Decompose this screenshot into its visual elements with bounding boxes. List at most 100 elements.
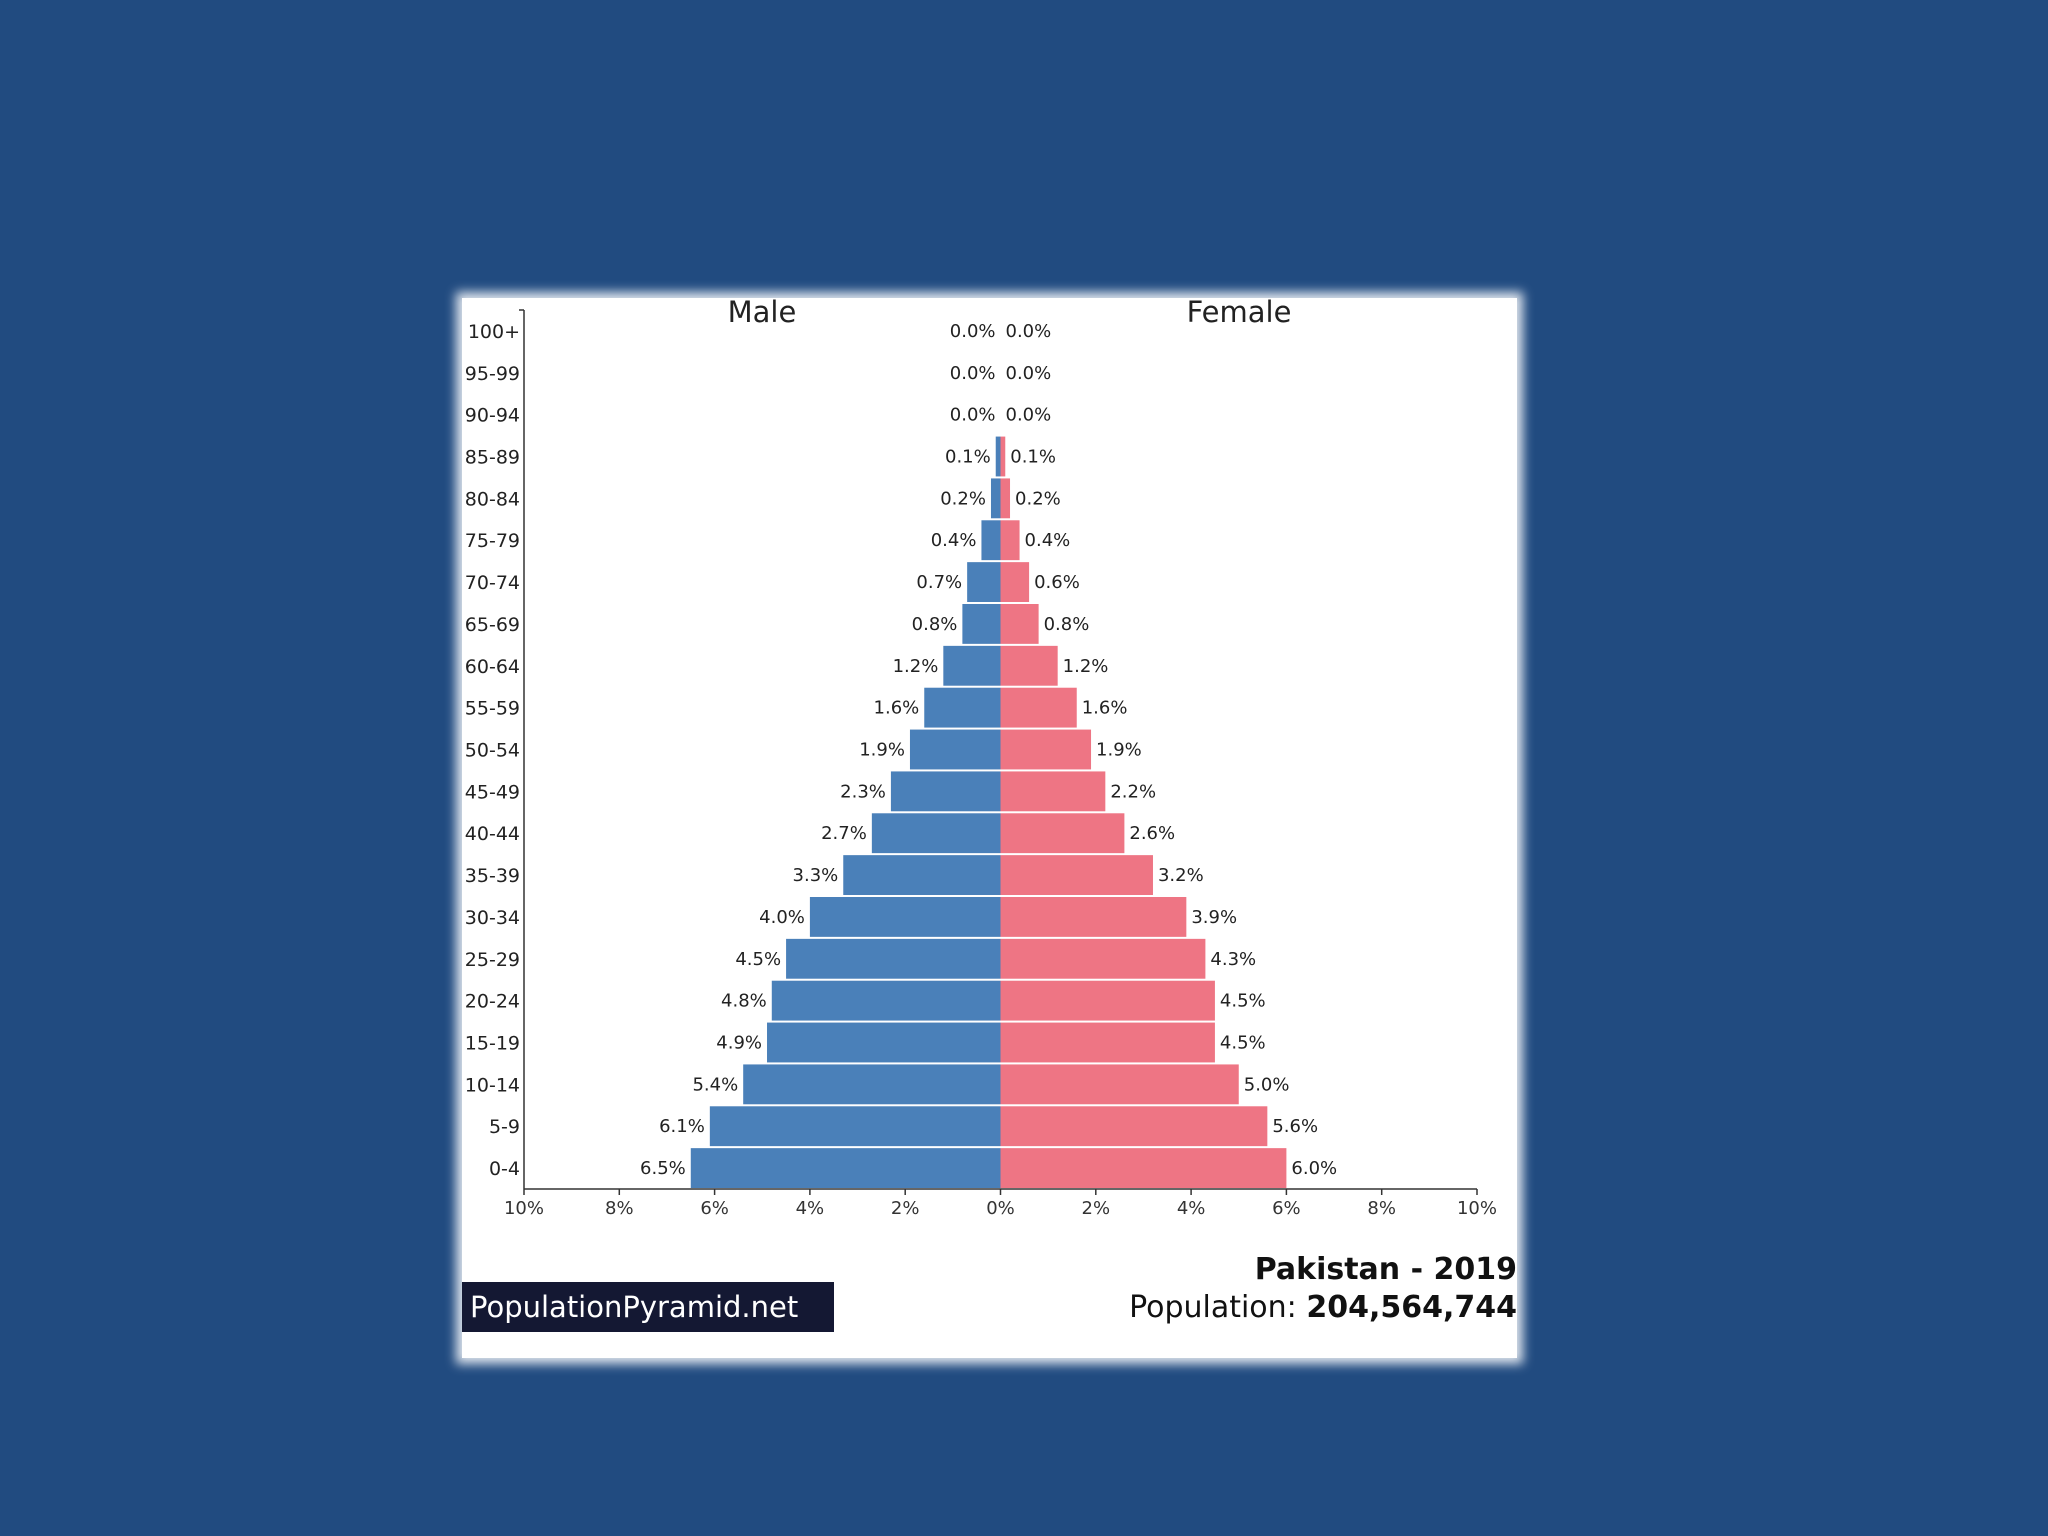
- male-bar: [843, 855, 1001, 895]
- x-tick-label: 6%: [700, 1198, 729, 1219]
- age-group-label: 95-99: [465, 363, 520, 385]
- male-value-label: 6.1%: [659, 1116, 705, 1137]
- female-value-label: 0.2%: [1015, 488, 1061, 509]
- male-bar: [962, 604, 1001, 644]
- age-group-label: 80-84: [465, 488, 520, 510]
- chart-card: 100+ 0.0% 0.0% 95-99 0.0% 0.0% 90-94 0.0% 0.0% 85…: [462, 298, 1517, 1358]
- age-group-label: 10-14: [465, 1074, 520, 1096]
- female-value-label: 4.3%: [1210, 949, 1256, 970]
- male-value-label: 6.5%: [640, 1158, 686, 1179]
- age-group-label: 55-59: [465, 698, 520, 720]
- male-bar: [909, 729, 1001, 770]
- male-value-label: 4.9%: [716, 1033, 762, 1054]
- female-value-label: 0.0%: [1006, 405, 1052, 426]
- female-value-label: 1.6%: [1082, 698, 1128, 719]
- male-bar: [990, 478, 1001, 519]
- male-value-label: 0.2%: [940, 488, 986, 509]
- site-watermark: PopulationPyramid.net: [462, 1282, 834, 1332]
- female-value-label: 3.2%: [1158, 865, 1204, 886]
- age-group-label: 65-69: [465, 614, 520, 636]
- female-value-label: 5.0%: [1244, 1074, 1290, 1095]
- female-value-label: 3.9%: [1191, 907, 1237, 928]
- female-side-title: Female: [1187, 298, 1292, 329]
- female-bar: [1000, 897, 1187, 937]
- female-bar: [1000, 687, 1077, 728]
- female-value-label: 6.0%: [1291, 1158, 1337, 1179]
- male-bar: [690, 1148, 1001, 1188]
- female-bar: [1000, 855, 1153, 895]
- male-value-label: 2.7%: [821, 823, 867, 844]
- male-bar: [981, 520, 1001, 561]
- female-value-label: 0.6%: [1034, 572, 1080, 593]
- male-bar: [924, 687, 1001, 728]
- age-group-label: 90-94: [465, 405, 520, 427]
- male-bar: [767, 1022, 1001, 1063]
- female-value-label: 0.1%: [1010, 447, 1056, 468]
- female-bar: [1000, 1148, 1287, 1188]
- x-tick-label: 10%: [504, 1198, 544, 1219]
- female-value-label: 2.6%: [1129, 823, 1175, 844]
- female-bar: [1000, 980, 1215, 1021]
- female-bar: [1000, 520, 1020, 561]
- x-tick-label: 0%: [986, 1198, 1015, 1219]
- age-group-label: 35-39: [465, 865, 520, 887]
- age-group-label: 0-4: [489, 1158, 520, 1180]
- female-bar: [1000, 478, 1011, 519]
- x-tick-label: 4%: [1177, 1198, 1206, 1219]
- female-value-label: 0.8%: [1044, 614, 1090, 635]
- male-bar: [890, 771, 1001, 812]
- female-value-label: 0.0%: [1006, 363, 1052, 384]
- female-value-label: 4.5%: [1220, 991, 1266, 1012]
- female-value-label: 2.2%: [1110, 781, 1156, 802]
- male-bar: [709, 1106, 1001, 1147]
- female-value-label: 4.5%: [1220, 1033, 1266, 1054]
- female-bar: [1000, 436, 1006, 477]
- male-value-label: 1.2%: [893, 656, 939, 677]
- male-bar: [786, 938, 1001, 979]
- male-value-label: 4.5%: [735, 949, 781, 970]
- male-value-label: 0.7%: [916, 572, 962, 593]
- female-bar: [1000, 1106, 1268, 1147]
- female-bar: [1000, 1064, 1239, 1105]
- population-label: Population:: [1129, 1290, 1307, 1325]
- age-group-label: 50-54: [465, 740, 520, 762]
- x-tick-label: 6%: [1272, 1198, 1301, 1219]
- female-value-label: 5.6%: [1272, 1116, 1318, 1137]
- age-group-label: 20-24: [465, 991, 520, 1013]
- male-bar: [943, 645, 1001, 686]
- female-value-label: 1.9%: [1096, 740, 1142, 761]
- age-group-label: 85-89: [465, 447, 520, 469]
- female-bar: [1000, 604, 1039, 644]
- age-group-label: 100+: [468, 321, 520, 343]
- female-bar: [1000, 938, 1206, 979]
- age-group-label: 30-34: [465, 907, 520, 929]
- male-value-label: 5.4%: [692, 1074, 738, 1095]
- male-bar: [967, 562, 1001, 602]
- age-group-label: 45-49: [465, 781, 520, 803]
- x-tick-label: 2%: [1082, 1198, 1111, 1219]
- age-group-label: 15-19: [465, 1033, 520, 1055]
- country-year-title: Pakistan - 2019: [1254, 1252, 1517, 1287]
- male-bar: [809, 897, 1001, 937]
- female-bar: [1000, 771, 1106, 812]
- female-bar: [1000, 562, 1030, 602]
- female-value-label: 0.0%: [1006, 321, 1052, 342]
- age-group-label: 25-29: [465, 949, 520, 971]
- x-tick-label: 4%: [796, 1198, 825, 1219]
- female-bar: [1000, 645, 1058, 686]
- male-value-label: 0.0%: [950, 405, 996, 426]
- age-group-label: 75-79: [465, 530, 520, 552]
- male-side-title: Male: [728, 298, 797, 329]
- age-group-label: 40-44: [465, 823, 520, 845]
- male-value-label: 4.8%: [721, 991, 767, 1012]
- male-value-label: 0.0%: [950, 363, 996, 384]
- male-value-label: 0.1%: [945, 447, 991, 468]
- x-tick-label: 2%: [891, 1198, 920, 1219]
- male-value-label: 1.6%: [874, 698, 920, 719]
- male-bar: [995, 436, 1001, 477]
- male-value-label: 0.0%: [950, 321, 996, 342]
- male-bar: [743, 1064, 1001, 1105]
- male-bar: [771, 980, 1001, 1021]
- age-group-label: 5-9: [489, 1116, 520, 1138]
- female-bar: [1000, 1022, 1215, 1063]
